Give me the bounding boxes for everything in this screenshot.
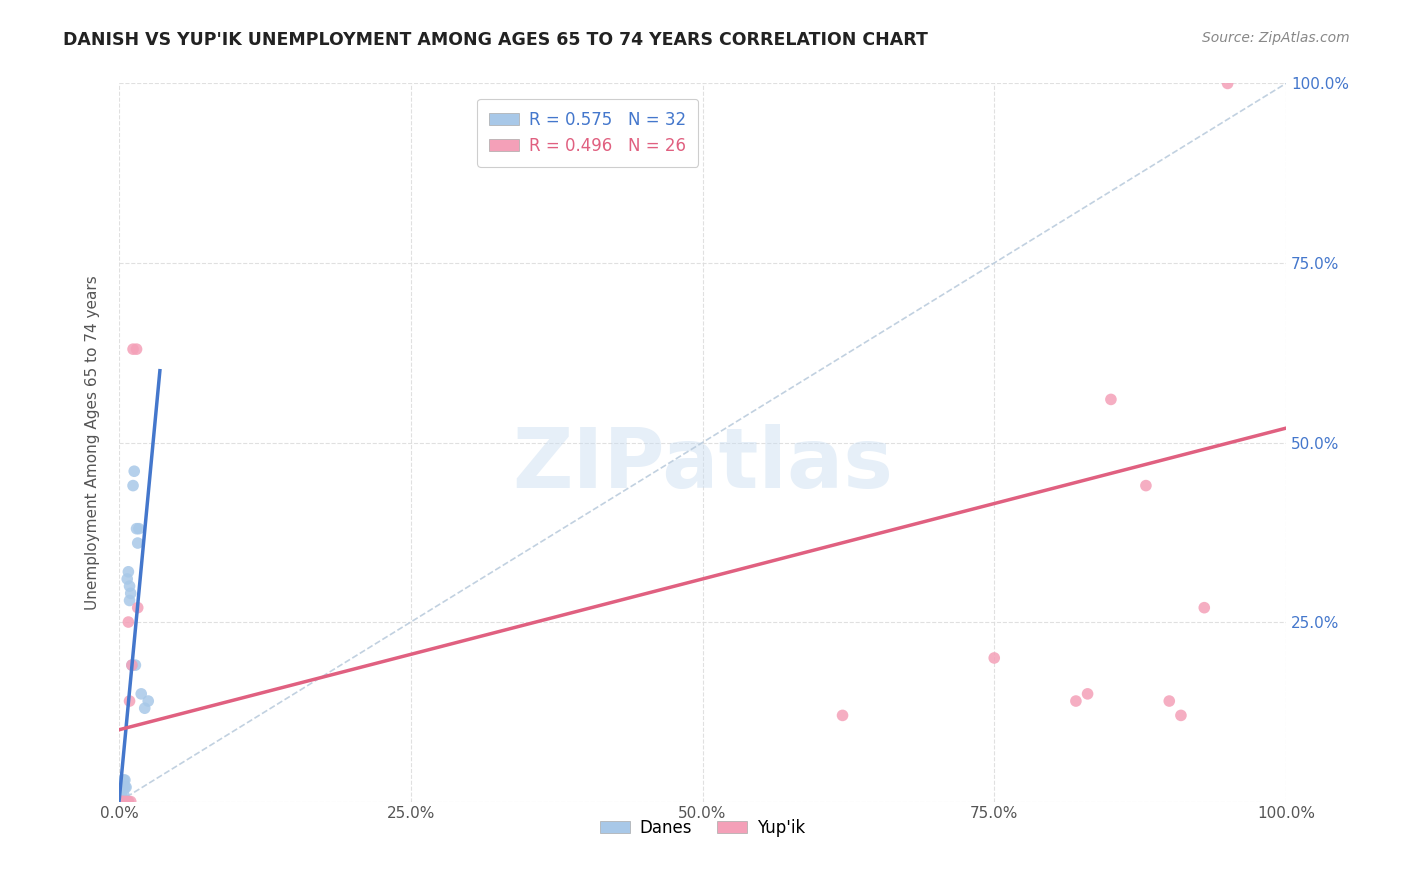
Point (111, 795, 134, 809)
Point (134, 701, 156, 715)
Point (120, 586, 142, 600)
Point (111, 795, 134, 809)
Point (129, 687, 152, 701)
Point (136, 694, 159, 708)
Point (1194, 600, 1216, 615)
Point (114, 795, 136, 809)
Point (110, 795, 132, 809)
Point (117, 795, 139, 809)
Point (112, 772, 135, 787)
Point (115, 780, 138, 795)
Text: ZIPatlas: ZIPatlas (512, 424, 893, 505)
Point (110, 795, 132, 809)
Point (125, 342, 148, 356)
Point (114, 772, 136, 787)
Point (110, 795, 132, 809)
Point (122, 478, 145, 492)
Point (118, 694, 141, 708)
Point (111, 795, 134, 809)
Point (111, 795, 134, 809)
Point (1099, 392, 1122, 407)
Y-axis label: Unemployment Among Ages 65 to 74 years: Unemployment Among Ages 65 to 74 years (86, 275, 100, 610)
Point (110, 795, 132, 809)
Point (128, 522, 150, 536)
Point (110, 795, 132, 809)
Point (117, 615, 139, 629)
Text: DANISH VS YUP'IK UNEMPLOYMENT AMONG AGES 65 TO 74 YEARS CORRELATION CHART: DANISH VS YUP'IK UNEMPLOYMENT AMONG AGES… (63, 31, 928, 49)
Point (124, 658, 146, 673)
Point (1216, 77, 1239, 91)
Point (122, 464, 145, 478)
Point (1064, 694, 1087, 708)
Point (112, 788, 135, 802)
Point (112, 795, 135, 809)
Point (121, 658, 143, 673)
Point (120, 795, 142, 809)
Point (110, 788, 132, 802)
Point (114, 780, 136, 795)
Point (1159, 694, 1181, 708)
Point (118, 593, 141, 607)
Point (1077, 687, 1099, 701)
Point (117, 795, 139, 809)
Point (125, 522, 148, 536)
Point (115, 795, 138, 809)
Point (111, 780, 134, 795)
Point (121, 658, 143, 673)
Legend: Danes, Yup'ik: Danes, Yup'ik (593, 813, 813, 844)
Point (1135, 478, 1157, 492)
Point (983, 651, 1005, 665)
Point (127, 600, 149, 615)
Point (117, 565, 139, 579)
Point (115, 795, 138, 809)
Point (831, 708, 853, 723)
Point (118, 579, 141, 593)
Point (110, 795, 132, 809)
Point (127, 536, 149, 550)
Point (115, 795, 138, 809)
Point (112, 795, 135, 809)
Point (122, 342, 145, 356)
Point (114, 795, 136, 809)
Point (115, 572, 138, 586)
Point (1170, 708, 1192, 723)
Text: Source: ZipAtlas.com: Source: ZipAtlas.com (1202, 31, 1350, 45)
